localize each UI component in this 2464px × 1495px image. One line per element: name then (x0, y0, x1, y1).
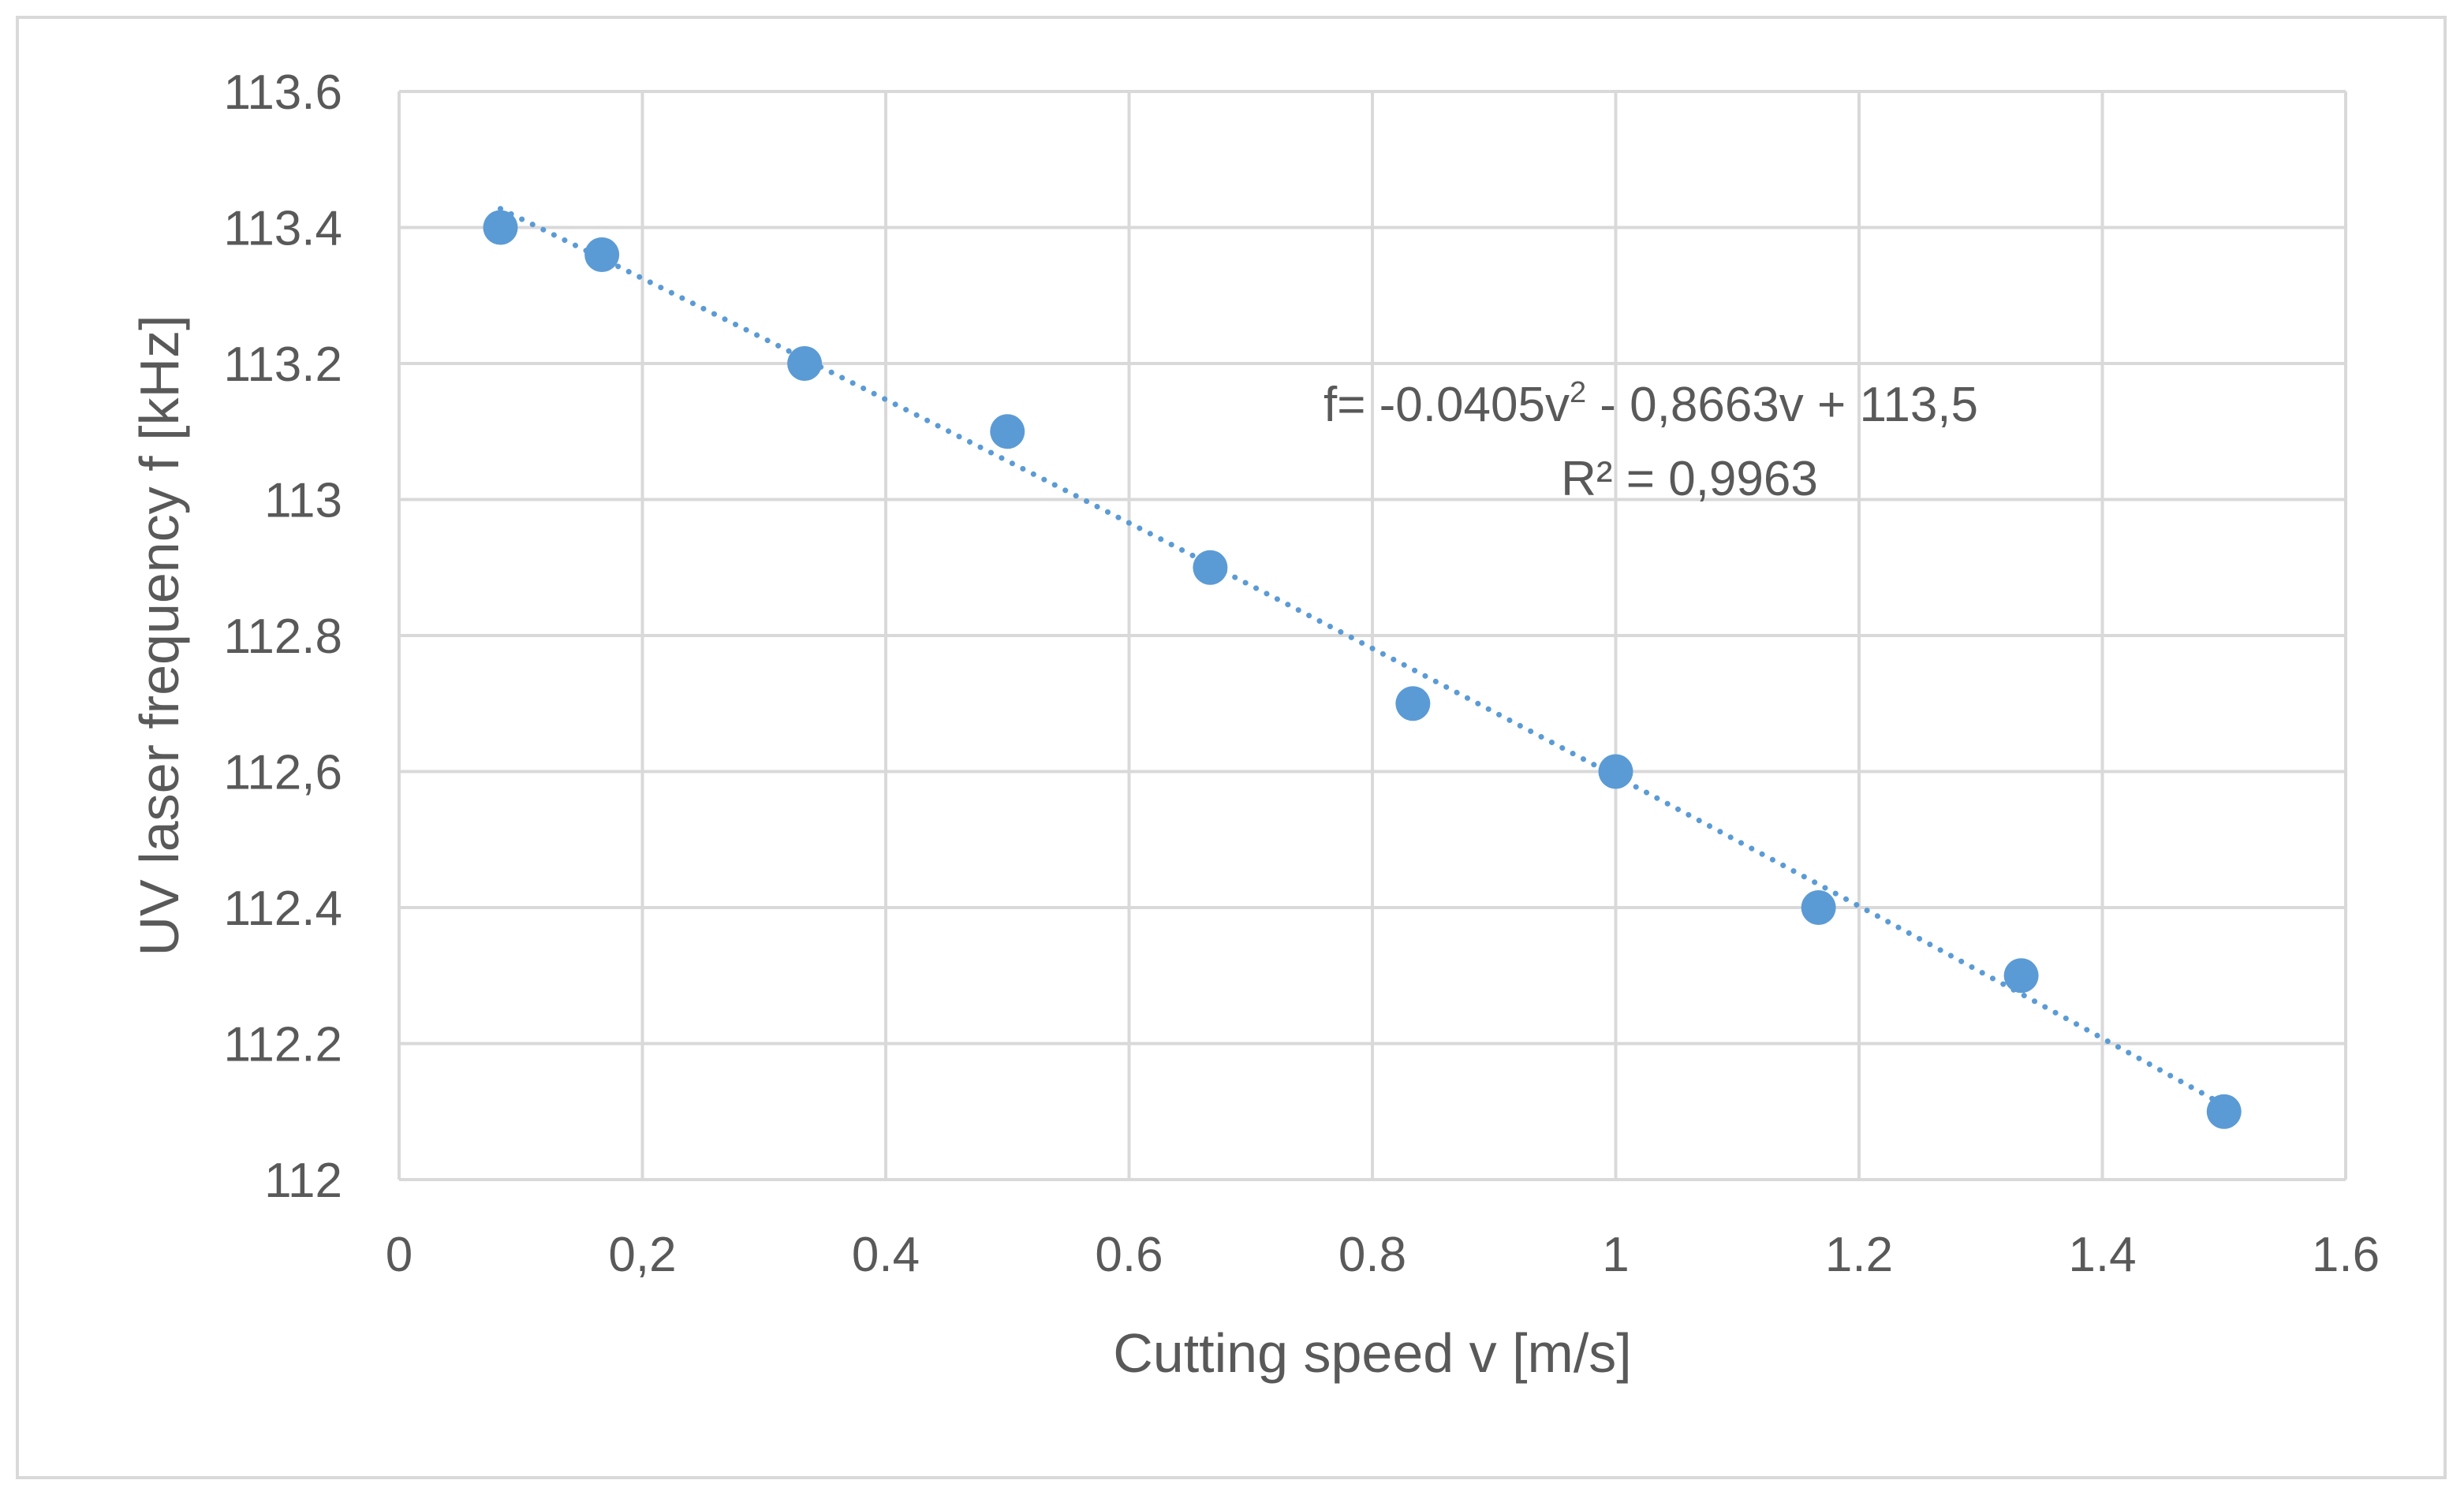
data-point (1395, 686, 1431, 721)
y-tick-label: 113.6 (223, 65, 342, 120)
y-tick-label: 113.4 (223, 202, 342, 256)
y-tick-label: 113 (264, 474, 342, 528)
trendline-equation: f= -0.0405v2 - 0,8663v + 113,5 (1323, 376, 1978, 432)
x-tick-label: 0.4 (852, 1228, 920, 1282)
x-tick-label: 0.8 (1338, 1228, 1406, 1282)
x-tick-label: 0,2 (608, 1228, 676, 1282)
x-tick-label: 1.4 (2068, 1228, 2136, 1282)
data-point (584, 237, 620, 272)
x-tick-label: 1.6 (2312, 1228, 2380, 1282)
x-tick-label: 0.6 (1095, 1228, 1163, 1282)
y-axis-title: UV laser frequency f [kHz] (129, 315, 190, 956)
data-point (787, 346, 823, 381)
y-tick-label: 112.8 (223, 610, 342, 664)
trendline (498, 206, 2227, 1109)
y-tick-label: 112,6 (223, 746, 342, 800)
data-point (483, 210, 518, 245)
y-tick-label: 112.4 (223, 882, 342, 936)
chart-svg: 0 0,2 0.4 0.6 0.8 1 1.2 1.4 1.6 112 112.2 112.4 112,… (129, 65, 2380, 1384)
data-point (1598, 754, 1633, 789)
data-point (2206, 1094, 2242, 1129)
y-tick-label: 112.2 (223, 1018, 342, 1072)
data-point (1193, 550, 1228, 585)
data-point (990, 414, 1025, 449)
data-point (2003, 958, 2039, 994)
y-tick-label: 113.2 (223, 337, 342, 392)
x-tick-label: 1 (1602, 1228, 1629, 1282)
data-points (483, 210, 2242, 1129)
grid-layer (398, 90, 2347, 1181)
r-squared-label: R² = 0,9963 (1561, 452, 1818, 506)
tick-label-layer: 0 0,2 0.4 0.6 0.8 1 1.2 1.4 1.6 112 112.2 112.4 112,… (223, 65, 2380, 1282)
data-point (1801, 890, 1836, 925)
x-tick-label: 1.2 (1825, 1228, 1893, 1282)
y-tick-label: 112 (264, 1154, 342, 1208)
x-tick-label: 0 (386, 1228, 413, 1282)
x-axis-title: Cutting speed v [m/s] (1113, 1322, 1632, 1384)
chart-frame: 0 0,2 0.4 0.6 0.8 1 1.2 1.4 1.6 112 112.2 112.4 112,… (16, 16, 2447, 1479)
